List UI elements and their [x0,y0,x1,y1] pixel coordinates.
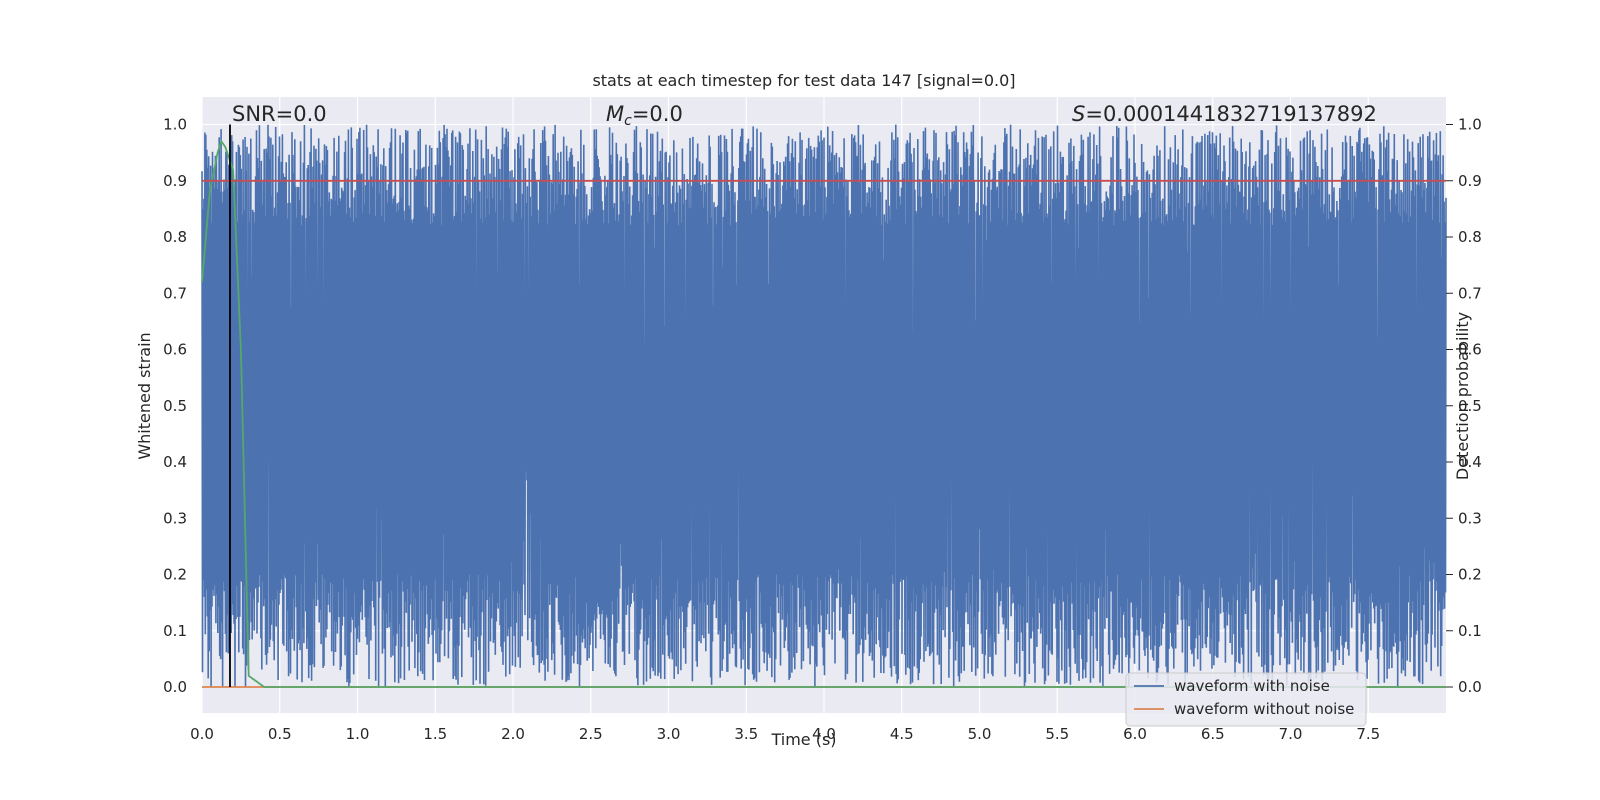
y-tick-label-right: 0.0 [1458,678,1482,696]
y-tick-label-left: 0.7 [163,284,187,302]
x-tick-label: 1.0 [346,725,370,743]
y-tick-label-right: 0.6 [1458,341,1482,359]
x-tick-label: 0.5 [268,725,292,743]
y-tick-label-left: 0.6 [163,341,187,359]
x-axis-label: Time (s) [770,730,836,749]
x-tick-label: 3.0 [657,725,681,743]
legend-label-clean: waveform without noise [1174,700,1354,718]
y-tick-label-left: 0.5 [163,397,187,415]
series-waveform-with-noise [201,124,1447,688]
s-annotation: S=0.0001441832719137892 [1072,102,1377,126]
y-tick-label-right: 0.4 [1458,453,1482,471]
y-tick-label-left: 0.9 [163,172,187,190]
x-tick-label: 4.0 [812,725,836,743]
s-value: =0.0001441832719137892 [1085,102,1377,126]
x-tick-label: 5.0 [968,725,992,743]
y-tick-label-right: 0.5 [1458,397,1482,415]
mc-value: =0.0 [632,102,683,126]
x-tick-label: 3.5 [734,725,758,743]
y-tick-label-right: 0.9 [1458,172,1482,190]
y-tick-labels-left: 0.0 0.1 0.2 0.3 0.4 0.5 0.6 0.7 0.8 0.9 1.0 [163,116,187,697]
mc-symbol: M [606,102,624,126]
chart-title: stats at each timestep for test data 147… [592,71,1015,90]
y-tick-label-left: 0.4 [163,453,187,471]
y-axis-label-left: Whitened strain [135,332,154,459]
x-tick-label: 2.5 [579,725,603,743]
snr-annotation: SNR=0.0 [232,102,327,126]
x-tick-label: 6.0 [1123,725,1147,743]
mc-annotation: Mc=0.0 [606,102,683,129]
legend-box [1125,672,1367,727]
s-symbol: S [1072,102,1085,126]
x-tick-label: 4.5 [890,725,914,743]
y-axis-label-right: Detection probability [1453,312,1472,480]
noise-waveform [201,124,1447,688]
detection-probability-line [201,139,1446,688]
y-tick-label-left: 0.2 [163,566,187,584]
mc-subscript: c [624,113,632,129]
x-tick-label: 2.0 [501,725,525,743]
y-tick-label-right: 0.7 [1458,284,1482,302]
y-tick-label-right: 0.1 [1458,622,1482,640]
x-tick-label: 1.5 [423,725,447,743]
y-tick-label-left: 0.1 [163,622,187,640]
legend-label-noise: waveform with noise [1174,677,1330,695]
x-tick-label: 0.0 [190,725,214,743]
y-tick-labels-right: 0.0 0.1 0.2 0.3 0.4 0.5 0.6 0.7 0.8 0.9 1.0 [1446,116,1482,696]
y-tick-label-right: 1.0 [1458,116,1482,134]
x-tick-label: 7.0 [1279,725,1303,743]
y-tick-label-right: 0.2 [1458,566,1482,584]
legend: waveform with noise waveform without noi… [1125,672,1367,727]
y-tick-label-right: 0.8 [1458,228,1482,246]
x-tick-label: 5.5 [1045,725,1069,743]
y-tick-label-left: 0.8 [163,228,187,246]
y-tick-label-left: 0.3 [163,509,187,527]
y-tick-label-right: 0.3 [1458,509,1482,527]
y-tick-label-left: 0.0 [163,678,187,696]
x-tick-label: 6.5 [1201,725,1225,743]
x-tick-labels: 0.0 0.5 1.0 1.5 2.0 2.5 3.0 3.5 4.0 4.5 5.0 5.5 6.0 6… [190,725,1380,743]
y-tick-label-left: 1.0 [163,116,187,134]
x-tick-label: 7.5 [1356,725,1380,743]
